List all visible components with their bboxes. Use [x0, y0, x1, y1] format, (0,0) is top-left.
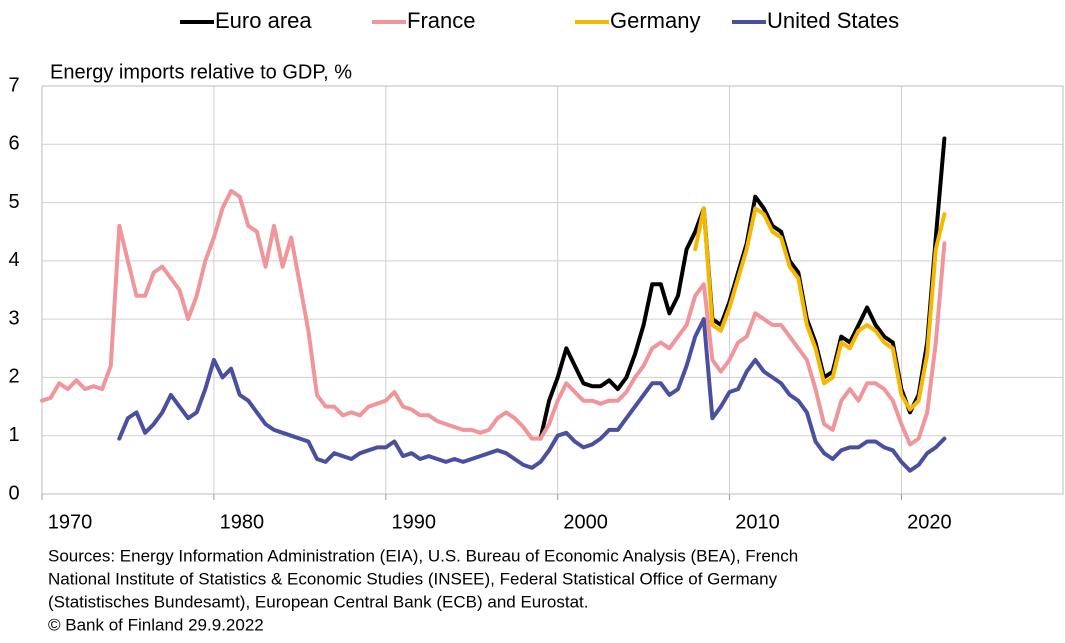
x-tick-label: 1980 — [220, 511, 265, 533]
x-tick-label: 2010 — [735, 511, 780, 533]
plot-frame — [41, 85, 1064, 495]
y-tick-label: 2 — [8, 366, 19, 388]
y-tick-label: 4 — [8, 249, 19, 271]
source-note: (Statistisches Bundesamt), European Cent… — [48, 592, 588, 611]
y-tick-label: 5 — [8, 191, 19, 213]
series-line — [538, 136, 947, 441]
series-line — [693, 206, 947, 412]
source-note: © Bank of Finland 29.9.2022 — [48, 615, 264, 634]
legend-label: Euro area — [215, 8, 312, 33]
y-tick-label: 0 — [8, 482, 19, 504]
legend-label: United States — [767, 8, 899, 33]
source-note: Sources: Energy Information Administrati… — [48, 546, 798, 565]
x-tick-label: 1970 — [48, 511, 93, 533]
y-tick-label: 1 — [8, 424, 19, 446]
x-tick-label: 2000 — [563, 511, 608, 533]
series-line — [40, 188, 947, 447]
x-tick-label: 1990 — [392, 511, 437, 533]
chart-title: Energy imports relative to GDP, % — [50, 61, 352, 83]
series-line — [117, 317, 947, 473]
legend-label: Germany — [610, 8, 700, 33]
y-tick-label: 3 — [8, 307, 19, 329]
legend-label: France — [407, 8, 475, 33]
y-tick-label: 7 — [8, 74, 19, 96]
y-tick-label: 6 — [8, 133, 19, 155]
x-tick-label: 2020 — [907, 511, 952, 533]
source-note: National Institute of Statistics & Econo… — [48, 569, 778, 588]
